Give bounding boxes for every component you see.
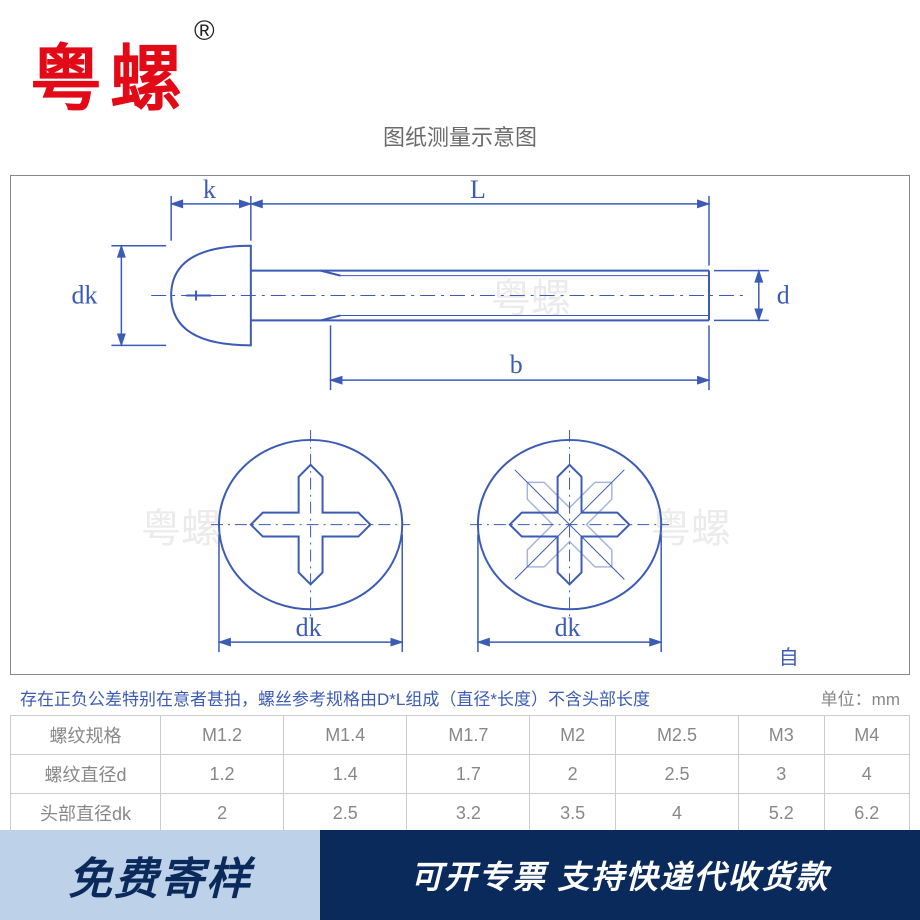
table-cell: 1.4 — [284, 755, 407, 794]
label-dk-side: dk — [72, 280, 98, 309]
table-cell: 2.5 — [615, 755, 738, 794]
table-header: M3 — [739, 716, 824, 755]
table-cell: 5.2 — [739, 794, 824, 833]
footer-right: 可开专票 支持快递代收货款 — [320, 830, 920, 920]
table-cell: 1.2 — [161, 755, 284, 794]
stray-char: 自 — [779, 646, 799, 669]
diagram-title: 图纸测量示意图 — [383, 120, 537, 152]
table-header: M1.2 — [161, 716, 284, 755]
diagram-container: k L dk d b — [10, 175, 910, 675]
table-cell: 螺纹直径d — [11, 755, 161, 794]
table-cell: 4 — [824, 755, 910, 794]
table-cell: 3 — [739, 755, 824, 794]
table-row: 头部直径dk22.53.23.545.26.2 — [11, 794, 910, 833]
label-dk1: dk — [296, 613, 322, 642]
table-header: M4 — [824, 716, 910, 755]
table-cell: 3.5 — [530, 794, 615, 833]
screw-diagram: k L dk d b — [11, 176, 909, 674]
table-row: 螺纹直径d1.21.41.722.534 — [11, 755, 910, 794]
footer-banner: 免费寄样 可开专票 支持快递代收货款 — [0, 830, 920, 920]
table-header: M2 — [530, 716, 615, 755]
table-cell: 3.2 — [407, 794, 530, 833]
unit-label: 单位：mm — [821, 685, 900, 710]
table-cell: 头部直径dk — [11, 794, 161, 833]
table-cell: 2 — [161, 794, 284, 833]
label-dk2: dk — [555, 613, 581, 642]
spec-table: 螺纹规格M1.2M1.4M1.7M2M2.5M3M4 螺纹直径d1.21.41.… — [10, 715, 910, 833]
table-header: 螺纹规格 — [11, 716, 161, 755]
brand-text: 粤螺 — [30, 20, 190, 125]
table-cell: 2 — [530, 755, 615, 794]
table-header: M1.4 — [284, 716, 407, 755]
footer-left: 免费寄样 — [0, 830, 320, 920]
label-k: k — [203, 176, 216, 204]
table-cell: 6.2 — [824, 794, 910, 833]
brand-registered: ® — [194, 15, 215, 47]
label-b: b — [510, 350, 523, 379]
tolerance-note: 存在正负公差特别在意者甚拍，螺丝参考规格由D*L组成（直径*长度）不含头部长度 — [20, 685, 650, 710]
table-cell: 4 — [615, 794, 738, 833]
table-header: M1.7 — [407, 716, 530, 755]
label-L: L — [470, 176, 486, 204]
table-header: M2.5 — [615, 716, 738, 755]
brand-logo: 粤螺 ® — [30, 20, 215, 125]
label-d: d — [777, 280, 790, 309]
note-row: 存在正负公差特别在意者甚拍，螺丝参考规格由D*L组成（直径*长度）不含头部长度 … — [10, 685, 910, 710]
table-cell: 2.5 — [284, 794, 407, 833]
table-cell: 1.7 — [407, 755, 530, 794]
